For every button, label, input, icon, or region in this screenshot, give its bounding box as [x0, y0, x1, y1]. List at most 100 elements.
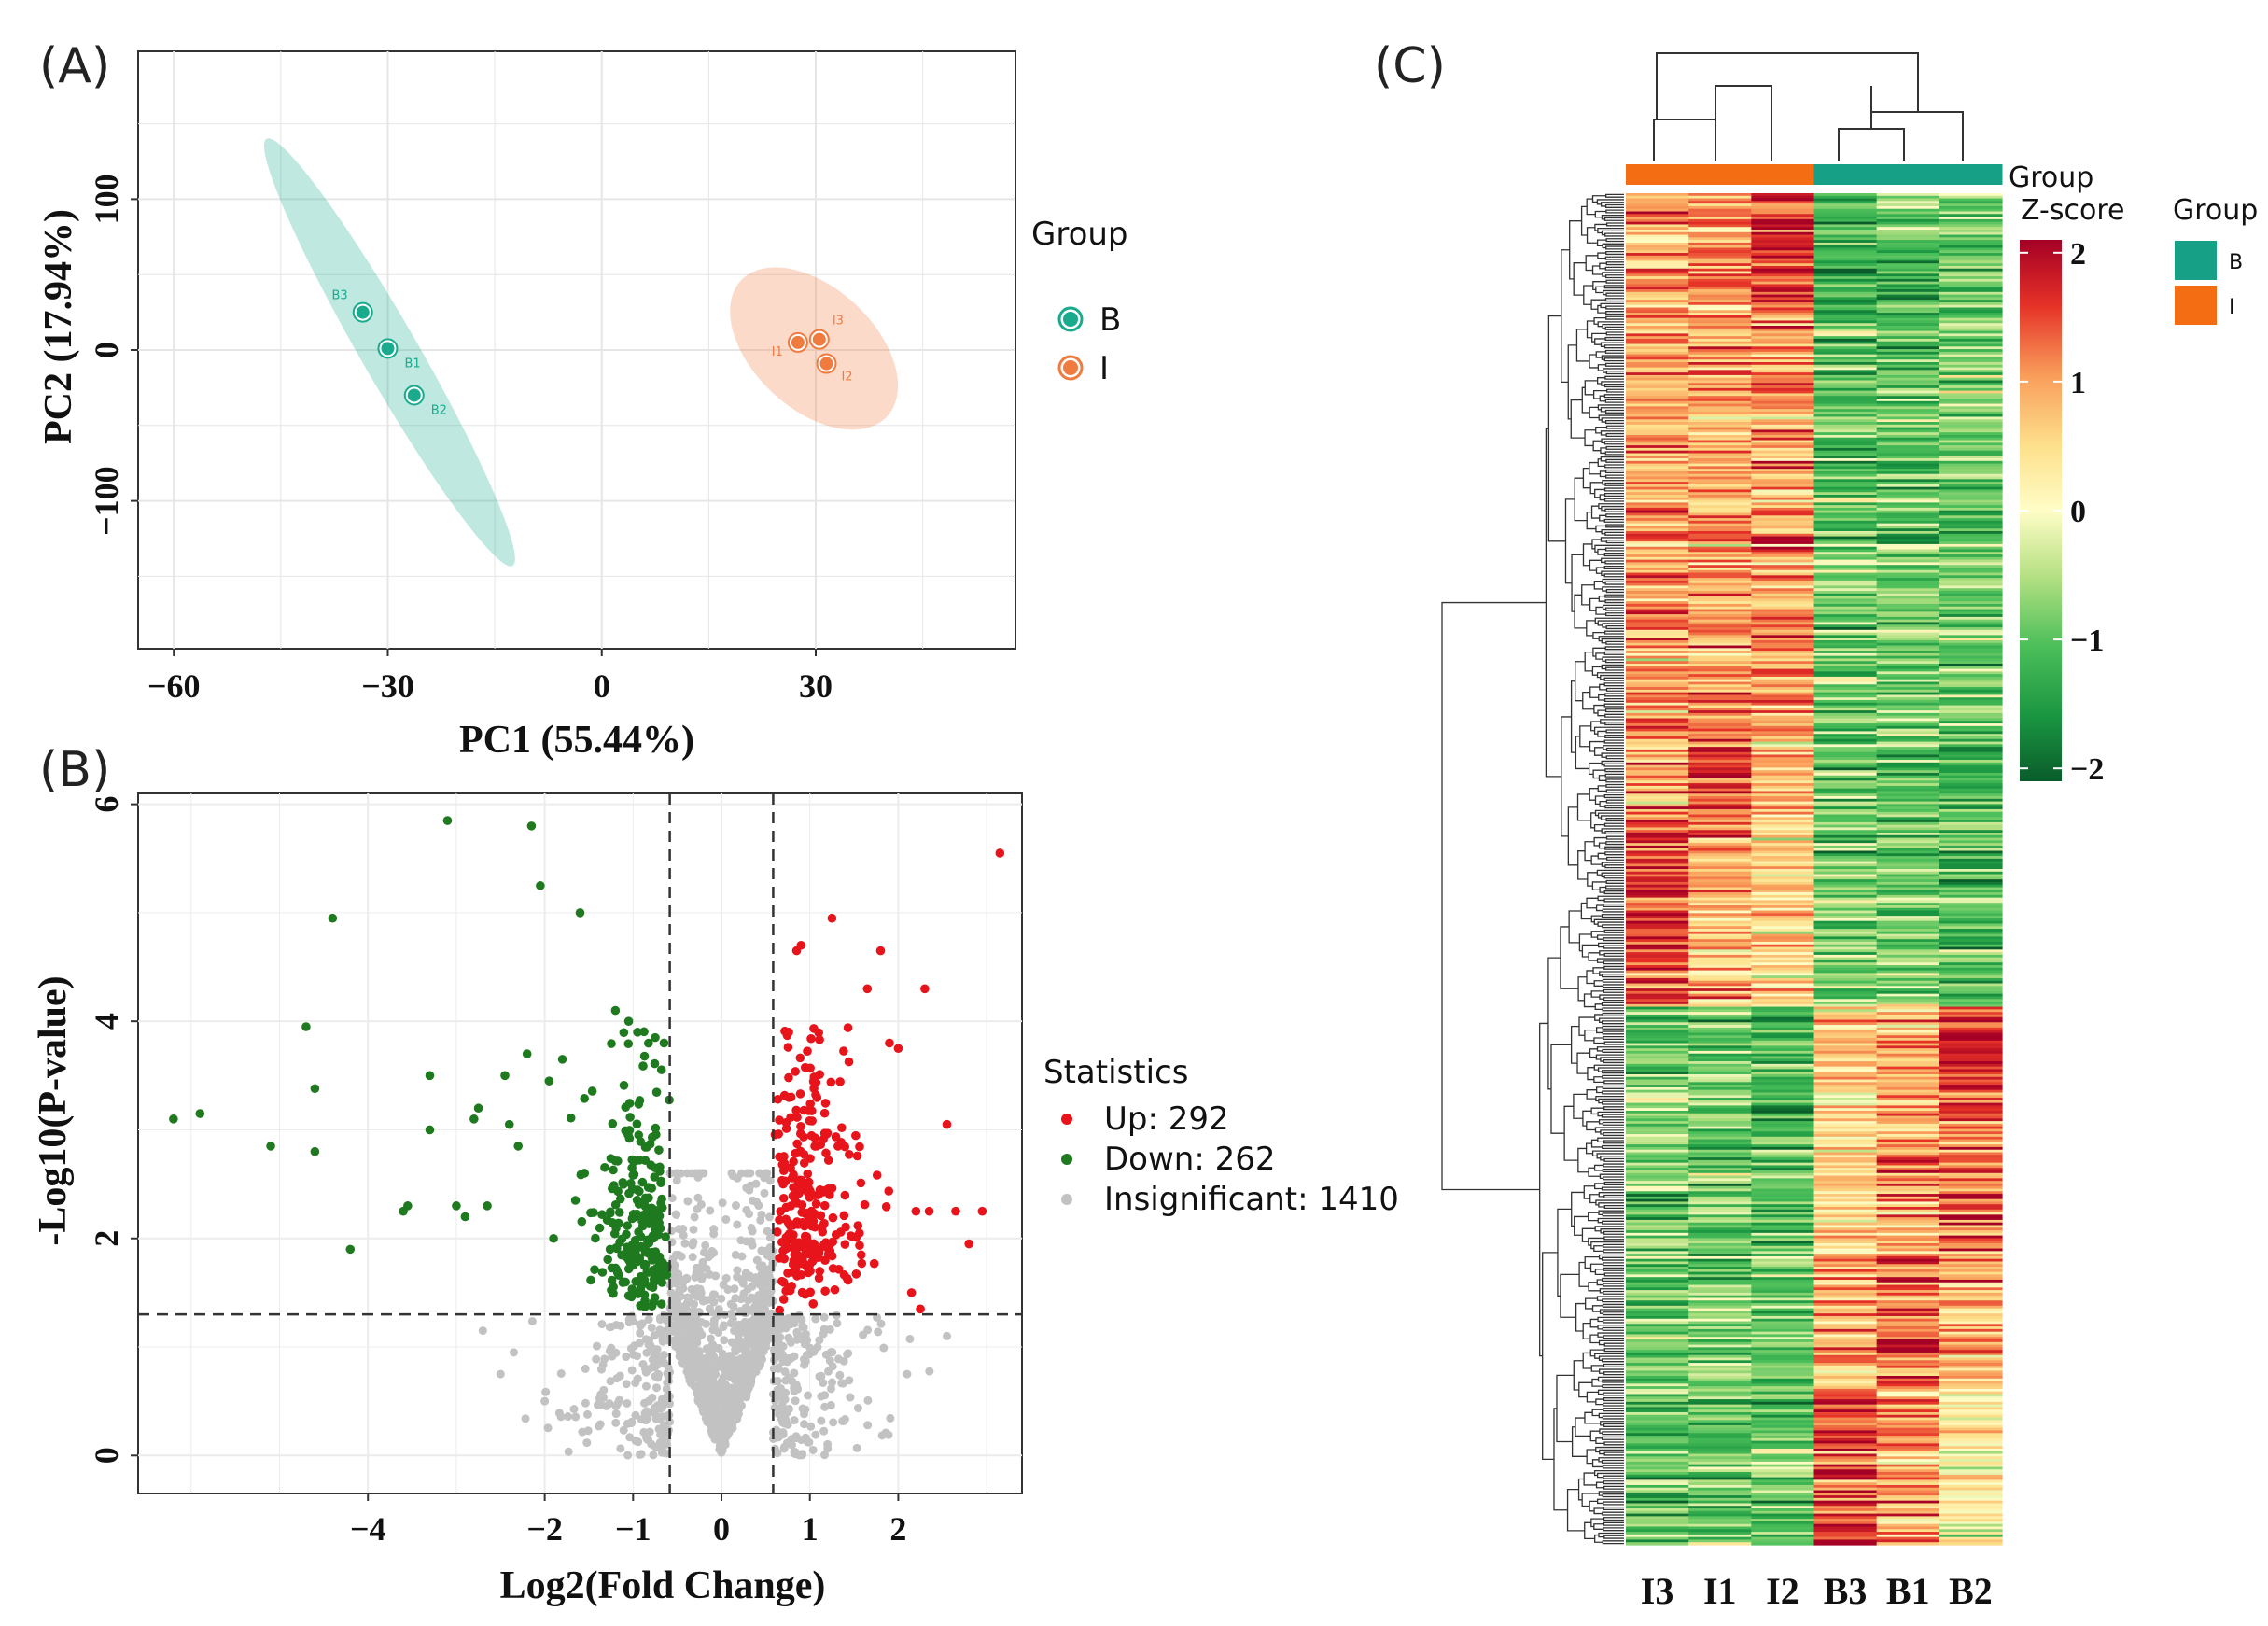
- heatmap-cell: [1751, 523, 1815, 527]
- heatmap-cell: [1813, 1201, 1878, 1205]
- heatmap-cell: [1688, 349, 1752, 353]
- heatmap-cell: [1813, 833, 1878, 836]
- heatmap-cell: [1626, 980, 1689, 985]
- heatmap-cell: [1751, 614, 1815, 618]
- heatmap-cell: [1813, 648, 1878, 652]
- heatmap-cell: [1688, 967, 1752, 972]
- heatmap-cell: [1939, 470, 2003, 475]
- heatmap-cell: [1939, 289, 2003, 293]
- heatmap-cell: [1751, 419, 1815, 423]
- volcano-point-up: [831, 1132, 841, 1142]
- heatmap-cell: [1626, 770, 1689, 774]
- row-dendrogram-branch: [1603, 285, 1624, 289]
- heatmap-cell: [1688, 531, 1752, 535]
- heatmap-cell: [1813, 1095, 1878, 1099]
- heatmap-cell: [1751, 780, 1815, 784]
- heatmap-cell: [1626, 817, 1689, 820]
- heatmap-cell: [1876, 333, 1940, 337]
- row-dendrogram-branch: [1542, 1252, 1558, 1460]
- volcano-point-insignificant: [582, 1438, 592, 1448]
- heatmap-cell: [1751, 1022, 1815, 1026]
- heatmap-cell: [1939, 1139, 2003, 1142]
- heatmap-cell: [1939, 442, 2003, 446]
- pca-x-tick-label: −30: [361, 667, 414, 705]
- row-dendrogram-branch: [1590, 721, 1601, 732]
- heatmap-cell: [1813, 658, 1878, 662]
- heatmap-cell: [1751, 772, 1815, 777]
- heatmap-cell: [1688, 651, 1752, 654]
- heatmap-cell: [1626, 949, 1689, 953]
- heatmap-cell: [1688, 1092, 1752, 1096]
- heatmap-cell: [1939, 432, 2003, 436]
- heatmap-cell: [1751, 380, 1815, 384]
- heatmap-cell: [1626, 1185, 1689, 1190]
- volcano-point-insignificant: [742, 1390, 751, 1399]
- heatmap-cell: [1813, 320, 1878, 324]
- heatmap-cell: [1688, 552, 1752, 555]
- heatmap-cell: [1688, 217, 1752, 220]
- row-dendrogram-branch: [1588, 762, 1603, 776]
- heatmap-cell: [1626, 575, 1689, 579]
- heatmap-cell: [1939, 952, 2003, 956]
- heatmap-cell: [1813, 1076, 1878, 1081]
- heatmap-cell: [1688, 442, 1752, 446]
- row-dendrogram-branch: [1590, 1241, 1624, 1250]
- heatmap-cell: [1626, 622, 1689, 625]
- heatmap-cell: [1626, 351, 1689, 356]
- heatmap-cell: [1939, 700, 2003, 704]
- heatmap-cell: [1813, 400, 1878, 405]
- volcano-point-insignificant: [736, 1295, 746, 1304]
- heatmap-cell: [1876, 221, 1940, 226]
- heatmap-cell: [1876, 536, 1940, 540]
- heatmap-cell: [1813, 874, 1878, 877]
- volcano-point-down: [403, 1201, 413, 1211]
- volcano-point-insignificant: [825, 1325, 834, 1334]
- volcano-point-down: [580, 1169, 590, 1178]
- volcano-point-insignificant: [925, 1367, 934, 1376]
- heatmap-cell: [1876, 775, 1940, 779]
- heatmap-cell: [1626, 910, 1689, 914]
- heatmap-cell: [1626, 359, 1689, 363]
- heatmap-cell: [1876, 1207, 1940, 1211]
- heatmap-cell: [1876, 1032, 1940, 1036]
- heatmap-cell: [1751, 559, 1815, 564]
- heatmap-cell: [1751, 598, 1815, 602]
- heatmap-cell: [1876, 645, 1940, 649]
- heatmap-cell: [1751, 957, 1815, 961]
- row-dendrogram-branch: [1564, 498, 1575, 584]
- volcano-point-insignificant: [671, 1210, 680, 1219]
- heatmap-cell: [1876, 374, 1940, 379]
- heatmap-cell: [1688, 1002, 1752, 1005]
- heatmap-cell: [1751, 926, 1815, 930]
- heatmap-cell: [1813, 624, 1878, 628]
- heatmap-cell: [1751, 1181, 1815, 1184]
- row-dendrogram-branch: [1605, 292, 1624, 297]
- heatmap-cell: [1876, 1086, 1940, 1091]
- heatmap-cell: [1876, 1149, 1940, 1154]
- row-dendrogram-branch: [1547, 957, 1561, 1090]
- heatmap-cell: [1751, 651, 1815, 654]
- heatmap-cell: [1751, 907, 1815, 912]
- heatmap-cell: [1876, 1131, 1940, 1135]
- heatmap-cell: [1688, 411, 1752, 415]
- volcano-point-insignificant: [521, 1414, 530, 1423]
- heatmap-cell: [1626, 933, 1689, 937]
- heatmap-cell: [1876, 1022, 1940, 1026]
- row-dendrogram-branch: [1605, 315, 1624, 320]
- heatmap-cell: [1813, 820, 1878, 823]
- heatmap-cell: [1939, 273, 2003, 277]
- heatmap-cell: [1876, 409, 1940, 413]
- heatmap-cell: [1813, 1030, 1878, 1034]
- heatmap-cell: [1751, 343, 1815, 347]
- volcano-point-insignificant: [802, 1350, 811, 1359]
- row-dendrogram-branch: [1598, 595, 1606, 602]
- row-dendrogram-branch: [1590, 1365, 1604, 1372]
- volcano-point-down: [544, 1076, 554, 1086]
- heatmap-cell: [1751, 658, 1815, 662]
- heatmap-cell: [1688, 700, 1752, 704]
- heatmap-cell: [1939, 811, 2003, 816]
- heatmap-cell: [1751, 543, 1815, 548]
- heatmap-cell: [1939, 1175, 2003, 1179]
- row-dendrogram-branch: [1593, 704, 1605, 714]
- row-dendrogram-branch: [1589, 406, 1600, 419]
